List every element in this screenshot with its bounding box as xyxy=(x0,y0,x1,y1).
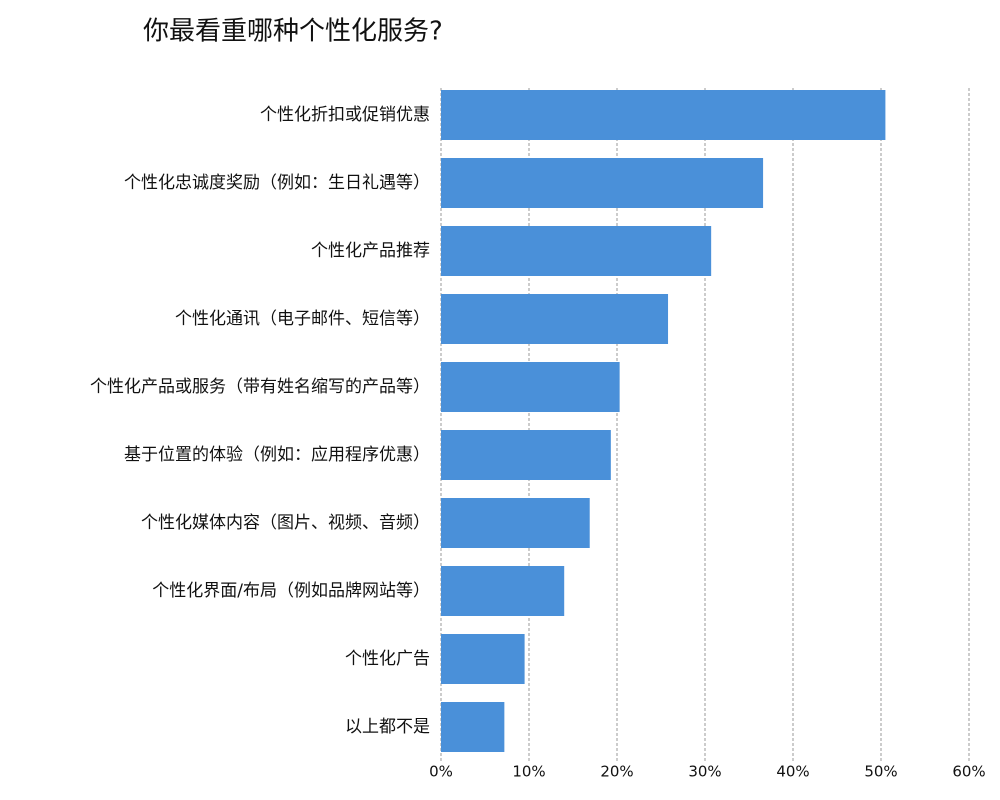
x-tick-label: 20% xyxy=(600,763,633,781)
y-tick-label: 个性化通讯（电子邮件、短信等） xyxy=(175,309,430,329)
bar xyxy=(441,498,590,548)
bar xyxy=(441,158,764,208)
y-tick-label: 以上都不是 xyxy=(345,717,430,737)
y-tick-label: 个性化忠诚度奖励（例如：生日礼遇等） xyxy=(124,173,430,193)
bar xyxy=(441,634,525,684)
x-tick-label: 50% xyxy=(864,763,897,781)
y-tick-label: 个性化界面/布局（例如品牌网站等） xyxy=(152,581,430,601)
y-tick-label: 个性化产品推荐 xyxy=(311,241,430,261)
x-tick-label: 40% xyxy=(776,763,809,781)
bar xyxy=(441,226,712,276)
bar xyxy=(441,430,611,480)
y-tick-label: 个性化媒体内容（图片、视频、音频） xyxy=(141,513,430,533)
chart-title: 你最看重哪种个性化服务? xyxy=(143,17,443,47)
x-tick-label: 30% xyxy=(688,763,721,781)
y-tick-label: 个性化广告 xyxy=(345,649,430,669)
bar xyxy=(441,90,886,140)
y-tick-label: 个性化折扣或促销优惠 xyxy=(260,105,430,125)
bar xyxy=(441,566,565,616)
bar xyxy=(441,294,669,344)
y-tick-label: 基于位置的体验（例如：应用程序优惠） xyxy=(124,445,430,465)
bar xyxy=(441,362,620,412)
y-tick-label: 个性化产品或服务（带有姓名缩写的产品等） xyxy=(90,377,430,397)
bar xyxy=(441,702,505,752)
x-tick-label: 60% xyxy=(952,763,985,781)
x-tick-label: 10% xyxy=(512,763,545,781)
x-tick-label: 0% xyxy=(429,763,453,781)
